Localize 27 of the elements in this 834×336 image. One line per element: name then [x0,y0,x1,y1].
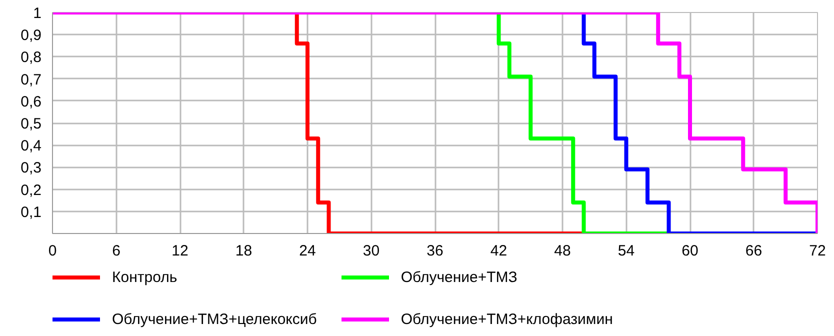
y-tick-label: 0,1 [20,204,42,221]
x-tick-label: 60 [682,242,698,260]
y-tick-label: 0,5 [20,116,42,132]
x-tick-label: 66 [745,242,762,260]
x-tick-label: 48 [554,242,571,260]
y-tick-label: 1 [33,5,42,22]
legend-label: Контроль [112,268,178,286]
y-tick-label: 0,6 [20,93,42,110]
x-tick-label: 6 [112,242,120,260]
x-tick-label: 18 [235,242,252,260]
x-tick-label: 36 [426,242,444,260]
y-tick-label: 0,4 [20,138,42,155]
x-tick-label: 0 [48,242,57,260]
legend-label: Облучение+ТМЗ [400,268,518,286]
x-tick-label: 72 [809,242,826,260]
legend-label: Облучение+ТМЗ+целекоксиб [112,310,317,328]
legend-label: Облучение+ТМЗ+клофазимин [400,310,613,328]
y-tick-label: 0,2 [20,182,42,199]
y-tick-label: 0,7 [20,71,42,88]
y-tick-label: 0,8 [20,49,42,66]
x-tick-label: 54 [618,242,635,260]
x-tick-label: 12 [172,242,188,260]
y-tick-label: 0,3 [20,160,42,177]
x-tick-label: 30 [362,242,380,260]
x-tick-label: 24 [299,242,316,260]
y-tick-label: 0,9 [20,27,42,44]
x-tick-label: 42 [490,242,508,260]
